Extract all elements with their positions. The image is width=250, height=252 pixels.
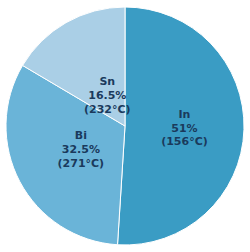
slice-label: Sn16.5%(232°C)	[84, 75, 131, 116]
slice-label-line: In	[179, 108, 191, 121]
slice-label-line: Sn	[99, 75, 115, 88]
slice-label: Bi32.5%(271°C)	[58, 129, 105, 170]
slice-label-line: (156°C)	[161, 135, 208, 148]
slice-label-line: 32.5%	[62, 143, 100, 156]
slice	[118, 7, 244, 245]
slice-label: In51%(156°C)	[161, 108, 208, 148]
pie	[6, 7, 244, 245]
slice-label-line: Bi	[75, 129, 87, 142]
labels: In51%(156°C) Bi32.5%(271°C) Sn16.5%(232°C)	[58, 75, 208, 170]
slice-label-line: (232°C)	[84, 103, 131, 116]
slice-label-line: 16.5%	[88, 89, 126, 102]
slice-label-line: (271°C)	[58, 157, 105, 170]
slice-label-line: 51%	[171, 122, 197, 135]
chart: In51%(156°C) Bi32.5%(271°C) Sn16.5%(232°C)	[0, 0, 250, 252]
